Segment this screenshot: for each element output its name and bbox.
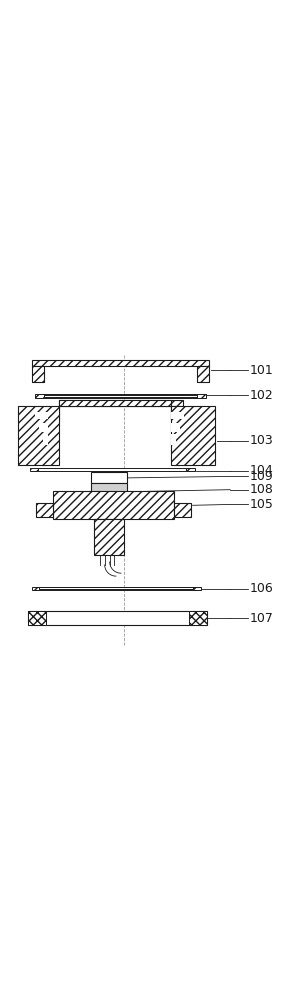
Bar <box>171 406 215 465</box>
Bar <box>32 366 44 382</box>
Text: 109: 109 <box>249 470 273 483</box>
Text: 106: 106 <box>249 582 273 595</box>
Text: 108: 108 <box>249 483 273 496</box>
Bar <box>32 587 39 590</box>
Bar <box>35 412 48 419</box>
Bar <box>59 400 171 406</box>
Bar <box>171 412 184 419</box>
Bar <box>197 394 206 398</box>
Text: 107: 107 <box>249 611 273 624</box>
Text: 105: 105 <box>249 498 273 511</box>
Bar <box>186 468 195 471</box>
Bar <box>43 434 48 445</box>
Bar <box>44 395 197 397</box>
Text: 104: 104 <box>249 464 273 477</box>
Text: 103: 103 <box>249 434 273 448</box>
Text: 101: 101 <box>249 364 273 377</box>
Bar <box>36 503 53 517</box>
Bar <box>30 468 38 471</box>
Bar <box>189 611 206 625</box>
Bar <box>28 611 206 625</box>
Bar <box>18 406 59 465</box>
Bar <box>91 483 127 500</box>
Bar <box>193 587 201 590</box>
Bar <box>174 503 191 517</box>
Bar <box>35 394 44 398</box>
Text: 102: 102 <box>249 389 273 402</box>
Bar <box>53 491 174 519</box>
Bar <box>197 366 209 382</box>
Bar <box>38 468 186 471</box>
Bar <box>59 400 183 406</box>
Bar <box>171 423 180 432</box>
Bar <box>171 434 176 445</box>
Bar <box>39 423 48 432</box>
Bar <box>94 519 124 555</box>
Bar <box>91 472 127 483</box>
Bar <box>32 360 209 366</box>
Bar <box>28 611 46 625</box>
Bar <box>39 587 193 589</box>
